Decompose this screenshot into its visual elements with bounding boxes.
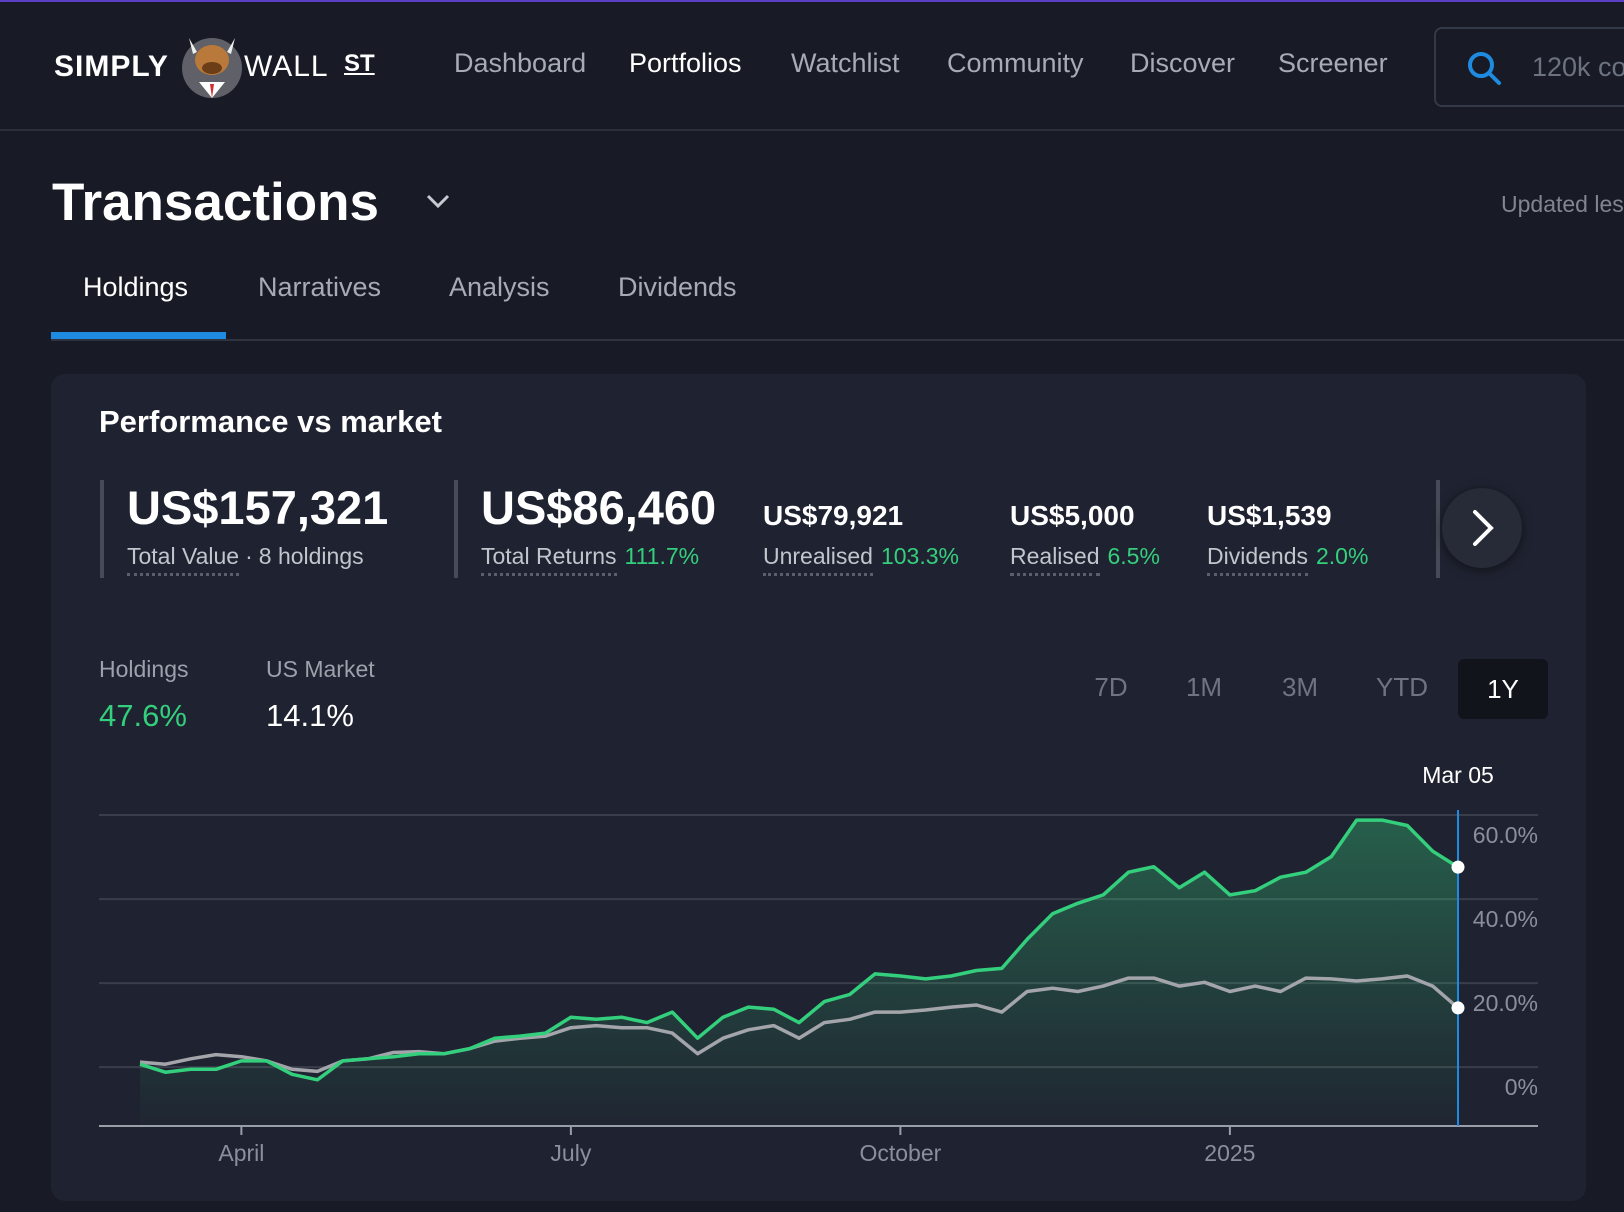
- card-title: Performance vs market: [99, 404, 442, 439]
- x-tick-label: 2025: [1204, 1140, 1255, 1166]
- stat-label: Realised: [1010, 543, 1100, 576]
- stat-value: US$157,321: [127, 481, 389, 534]
- stat-label: Total Value: [127, 543, 240, 576]
- stat-row: Realised 6.5%: [1010, 543, 1160, 576]
- cursor-label: Mar 05: [1422, 762, 1494, 788]
- stat-row: Unrealised 103.3%: [763, 543, 959, 576]
- stat-value: US$5,000: [1010, 500, 1135, 531]
- stat-value: US$1,539: [1207, 500, 1332, 531]
- nav-link[interactable]: Watchlist: [791, 48, 900, 78]
- range-button[interactable]: 7D: [1094, 672, 1128, 702]
- legend-value: 14.1%: [266, 698, 354, 733]
- page-title: Transactions: [52, 173, 379, 232]
- nav-link[interactable]: Discover: [1130, 48, 1236, 78]
- legend-label: Holdings: [99, 656, 189, 682]
- stat-change: 103.3%: [880, 543, 959, 569]
- tab-divider: [51, 339, 1624, 341]
- search-placeholder: 120k co: [1532, 52, 1624, 82]
- tab[interactable]: Narratives: [258, 272, 382, 302]
- nav-link[interactable]: Screener: [1278, 48, 1388, 78]
- y-tick-label: 20.0%: [1473, 990, 1538, 1016]
- range-button[interactable]: 3M: [1281, 672, 1319, 702]
- stat-row: Dividends 2.0%: [1207, 543, 1369, 576]
- divider: [1436, 480, 1440, 578]
- nav-link[interactable]: Dashboard: [454, 48, 587, 78]
- nav-link[interactable]: Community: [947, 48, 1084, 78]
- logo-mascot: [182, 38, 242, 98]
- next-button[interactable]: [1442, 488, 1522, 568]
- stat-value: US$79,921: [763, 500, 904, 531]
- legend-label: US Market: [266, 656, 375, 682]
- logo-text: SIMPLY: [54, 50, 169, 83]
- title-chevron[interactable]: [425, 192, 451, 210]
- arrow-icon: [1473, 510, 1494, 546]
- search-box[interactable]: [1434, 27, 1624, 107]
- divider: [100, 480, 104, 578]
- x-tick-label: April: [218, 1140, 264, 1166]
- y-tick-label: 0%: [1505, 1074, 1538, 1100]
- stat-row: Total Value · 8 holdings: [127, 543, 364, 576]
- range-button[interactable]: 1M: [1185, 672, 1223, 702]
- x-tick-label: October: [859, 1140, 941, 1166]
- logo[interactable]: SIMPLY WALL ST: [54, 24, 375, 104]
- stat-note: 8 holdings: [258, 543, 364, 569]
- stat-label: Dividends: [1207, 543, 1308, 576]
- separator: ·: [245, 543, 253, 569]
- stat-value: US$86,460: [481, 481, 717, 534]
- legend-value: 47.6%: [99, 698, 187, 733]
- y-tick-label: 60.0%: [1473, 822, 1538, 848]
- logo-text: WALL: [244, 50, 329, 83]
- logo-suffix: ST: [344, 50, 375, 77]
- tab[interactable]: Analysis: [449, 272, 550, 302]
- nav-separator: [0, 129, 1624, 131]
- search-icon: [1468, 52, 1501, 85]
- stat-change: 6.5%: [1107, 543, 1160, 569]
- tab[interactable]: Holdings: [83, 272, 189, 302]
- line: [139, 818, 1459, 1082]
- range-button[interactable]: 1Y: [1458, 659, 1548, 719]
- divider: [454, 480, 458, 578]
- stat-change: 2.0%: [1316, 543, 1369, 569]
- tab-indicator: [51, 332, 226, 339]
- y-tick-label: 40.0%: [1473, 906, 1538, 932]
- end-point: [1451, 1001, 1465, 1015]
- range-button[interactable]: YTD: [1376, 672, 1428, 702]
- updated-text: Updated les: [1501, 191, 1624, 217]
- stat-change: 111.7%: [624, 543, 700, 569]
- end-point: [1451, 860, 1465, 874]
- stat-row: Total Returns 111.7%: [481, 543, 700, 576]
- stat-label: Unrealised: [763, 543, 873, 576]
- area: [140, 820, 1458, 1126]
- x-tick-label: July: [550, 1140, 591, 1166]
- stat-label: Total Returns: [481, 543, 617, 576]
- tab[interactable]: Dividends: [618, 272, 737, 302]
- nav-link[interactable]: Portfolios: [629, 48, 742, 78]
